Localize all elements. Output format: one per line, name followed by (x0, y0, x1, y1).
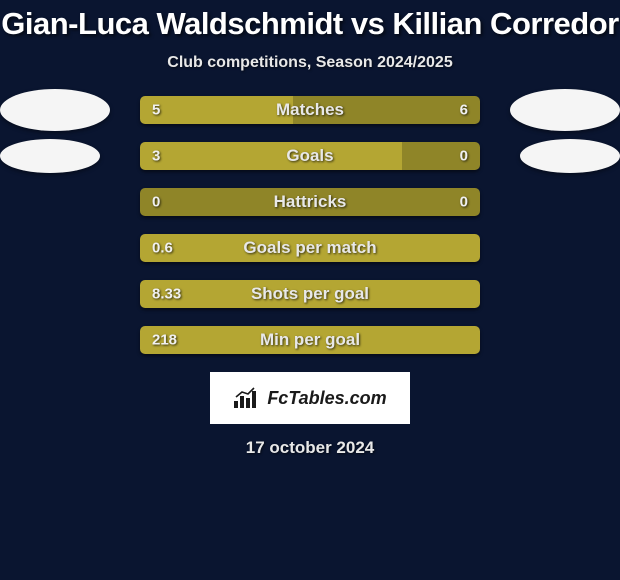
footer-date: 17 october 2024 (0, 438, 620, 458)
stat-value-right: 0 (460, 194, 468, 211)
stat-row: Matches56 (0, 96, 620, 124)
bar-track (140, 142, 480, 170)
stat-value-left: 8.33 (152, 286, 181, 303)
bars-icon (233, 387, 261, 409)
stat-value-left: 3 (152, 148, 160, 165)
team-badge-right (510, 89, 620, 131)
bar-track (140, 96, 480, 124)
stat-value-left: 5 (152, 102, 160, 119)
stat-value-left: 0.6 (152, 240, 173, 257)
brand-badge: FcTables.com (210, 372, 410, 424)
bar-segment-right (293, 96, 480, 124)
team-badge-left (0, 89, 110, 131)
stat-row: Hattricks00 (0, 188, 620, 216)
stat-row: Shots per goal8.33 (0, 280, 620, 308)
bar-segment-right (402, 142, 480, 170)
stat-row: Goals per match0.6 (0, 234, 620, 262)
bar-track (140, 234, 480, 262)
stat-value-right: 0 (460, 148, 468, 165)
team-badge-right (520, 139, 620, 173)
stat-row: Goals30 (0, 142, 620, 170)
stat-value-left: 0 (152, 194, 160, 211)
bar-track (140, 188, 480, 216)
stat-value-left: 218 (152, 332, 177, 349)
bar-track (140, 280, 480, 308)
bar-segment-left (140, 142, 402, 170)
page-subtitle: Club competitions, Season 2024/2025 (0, 54, 620, 72)
stat-value-right: 6 (460, 102, 468, 119)
bar-segment-left (140, 96, 293, 124)
stats-container: Matches56Goals30Hattricks00Goals per mat… (0, 96, 620, 354)
bar-track (140, 326, 480, 354)
team-badge-left (0, 139, 100, 173)
stat-row: Min per goal218 (0, 326, 620, 354)
page-title: Gian-Luca Waldschmidt vs Killian Corredo… (0, 0, 620, 42)
brand-text: FcTables.com (267, 388, 386, 409)
